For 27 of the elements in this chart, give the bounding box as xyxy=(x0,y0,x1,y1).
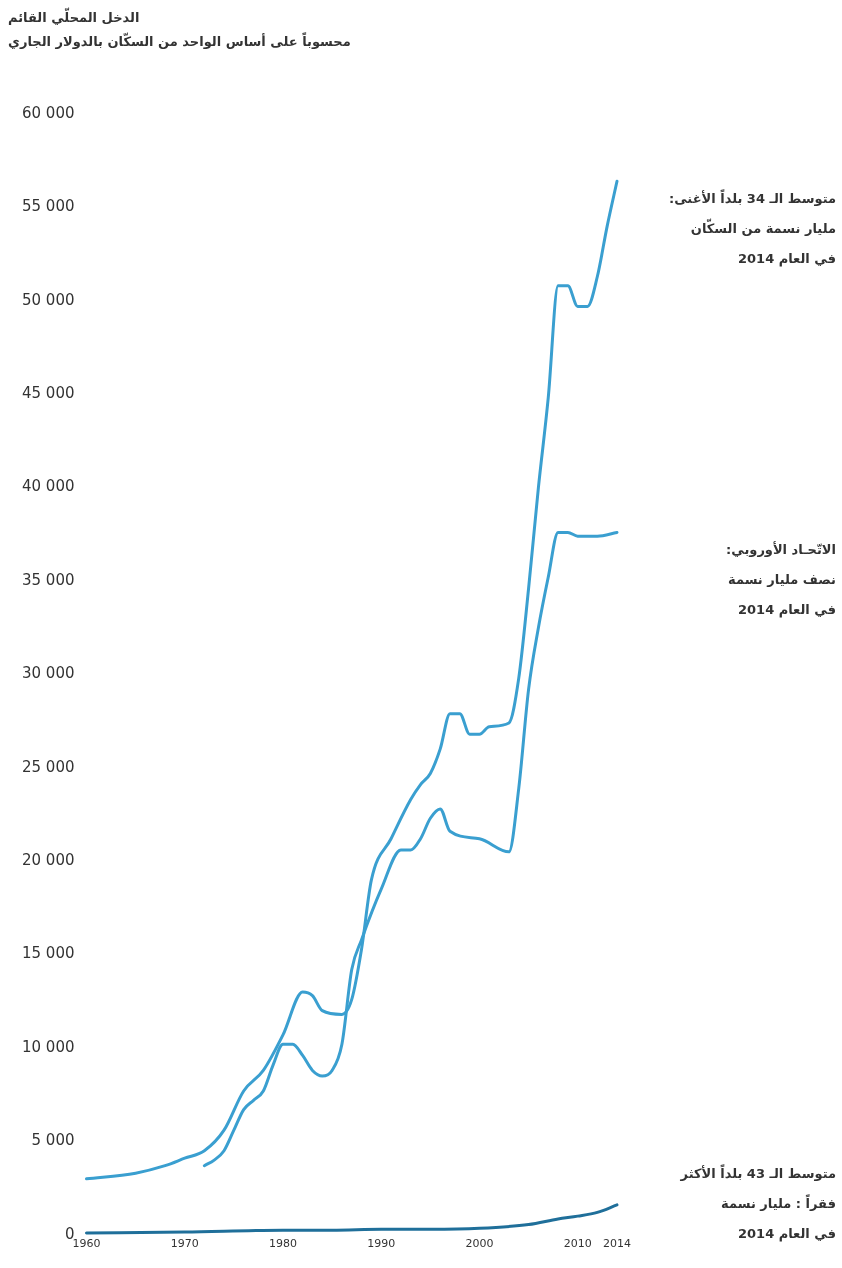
line-series xyxy=(84,179,619,1181)
y-tick-label: 15 000 xyxy=(21,944,75,963)
x-tick-label: 1970 xyxy=(170,1237,199,1251)
x-tick-label: 2000 xyxy=(465,1237,494,1251)
y-tick-label: 20 000 xyxy=(21,851,75,870)
line-series xyxy=(84,1203,619,1235)
text: الاتّحـاد الأوروبي: نصف مليار نسمة في العام 2014 xyxy=(726,540,836,618)
y-tick-label: 5 000 xyxy=(31,1131,75,1150)
chart-title: الدخل المحلّي القائم xyxy=(8,6,140,27)
x-tick-label: 2014 xyxy=(603,1237,631,1251)
chart-subtitle: محسوباً على أساس الواحد من السكّان بالدولار الجاري xyxy=(8,31,351,51)
y-tick-label: 50 000 xyxy=(21,290,75,309)
x-tick-label: 1990 xyxy=(367,1237,396,1251)
x-tick-label: 2010 xyxy=(563,1237,592,1251)
text: متوسط الـ 43 بلداً الأكثر فقراً : مليار نسمة في العام 2014 xyxy=(679,1164,836,1243)
y-tick-label: 40 000 xyxy=(21,477,75,496)
y-tick-label: 55 000 xyxy=(21,197,75,216)
x-tick-label: 1960 xyxy=(72,1237,101,1251)
y-tick-label: 60 000 xyxy=(21,103,75,122)
y-tick-label: 10 000 xyxy=(21,1037,75,1056)
y-tick-label: 45 000 xyxy=(21,384,75,403)
y-tick-label: 30 000 xyxy=(21,664,75,683)
x-tick-label: 1980 xyxy=(268,1237,297,1251)
text: متوسط الـ 34 بلداً الأغنى: مليار نسمة من السكّان في العام 2014 xyxy=(668,188,836,267)
y-tick-label: 35 000 xyxy=(21,570,75,589)
y-tick-label: 25 000 xyxy=(21,757,75,776)
y-tick-label: 0 xyxy=(64,1224,75,1243)
